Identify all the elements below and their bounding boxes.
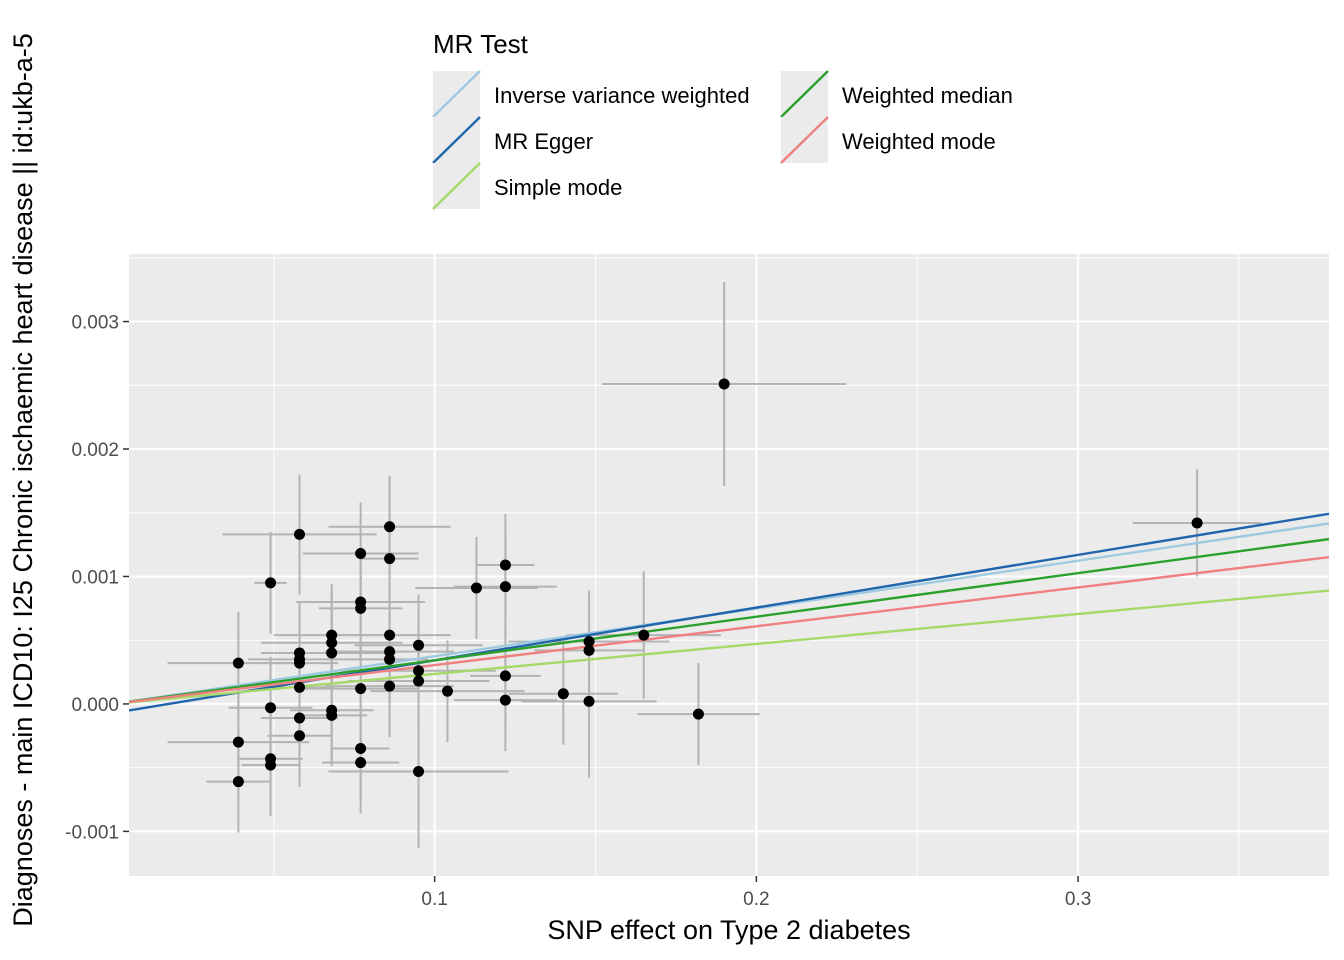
data-point: [413, 665, 425, 677]
y-tick-label: -0.001: [65, 822, 119, 843]
regression-line-weighted-mode: [129, 555, 1329, 704]
data-point: [718, 378, 730, 390]
data-point: [265, 577, 277, 589]
data-point: [499, 581, 511, 593]
x-axis-ticks: 0.1 0.2 0.3: [421, 876, 1091, 910]
x-tick-label: 0.3: [1065, 889, 1091, 910]
y-tick-label: 0.001: [71, 567, 119, 588]
legend-label-simple-mode: Simple mode: [494, 175, 622, 200]
legend-title: MR Test: [433, 29, 529, 59]
data-point: [355, 602, 367, 614]
data-point: [583, 635, 595, 647]
data-point: [294, 528, 306, 540]
data-point: [355, 683, 367, 695]
x-tick-label: 0.2: [743, 889, 769, 910]
regression-line-weighted-median: [129, 537, 1329, 703]
y-tick-label: 0.000: [71, 695, 119, 716]
data-point: [384, 629, 396, 641]
y-tick-label: 0.002: [71, 440, 119, 461]
data-point: [1191, 517, 1203, 529]
data-point: [326, 647, 338, 659]
data-point: [232, 657, 244, 669]
legend-label-ivw: Inverse variance weighted: [494, 83, 750, 108]
data-point: [326, 637, 338, 649]
legend-key-weighted-mode-line: [780, 116, 829, 164]
legend-key-simple-mode-line: [432, 162, 481, 210]
grid-major: [129, 254, 1329, 876]
data-point: [499, 670, 511, 682]
data-point: [470, 582, 482, 594]
data-point: [413, 639, 425, 651]
data-point: [326, 709, 338, 721]
data-point: [557, 688, 569, 700]
data-point: [384, 653, 396, 665]
data-point: [583, 644, 595, 656]
data-point: [294, 712, 306, 724]
data-point: [265, 759, 277, 771]
data-point: [384, 646, 396, 658]
data-point: [265, 702, 277, 714]
legend-key-weighted-median-line: [780, 70, 829, 118]
data-point: [232, 736, 244, 748]
grid-minor: [129, 254, 1329, 876]
data-point: [413, 675, 425, 687]
data-point: [355, 757, 367, 769]
data-point: [413, 765, 425, 777]
data-point: [294, 681, 306, 693]
x-axis-title: SNP effect on Type 2 diabetes: [547, 915, 910, 945]
data-point: [384, 553, 396, 565]
data-point: [583, 695, 595, 707]
plot-panel: [129, 254, 1329, 876]
data-point: [692, 708, 704, 720]
legend-label-egger: MR Egger: [494, 129, 593, 154]
y-tick-label: 0.003: [71, 313, 119, 334]
legend-key-egger-line: [432, 116, 481, 164]
data-point: [384, 680, 396, 692]
data-points: [232, 378, 1203, 788]
plot-content: [129, 282, 1329, 848]
data-point: [384, 521, 396, 533]
data-point: [294, 730, 306, 742]
legend-key-ivw-line: [432, 70, 481, 118]
y-axis-title: Diagnoses - main ICD10: I25 Chronic isch…: [8, 33, 38, 926]
data-point: [499, 694, 511, 706]
legend: MR Test Inverse variance weighted MR Egg…: [432, 29, 1013, 210]
data-point: [294, 657, 306, 669]
data-point: [232, 776, 244, 788]
data-point: [355, 743, 367, 755]
data-point: [441, 685, 453, 697]
regression-lines: [129, 512, 1329, 712]
regression-line-simple-mode: [129, 589, 1329, 704]
data-point: [499, 559, 511, 571]
data-point: [326, 629, 338, 641]
legend-label-weighted-median: Weighted median: [842, 83, 1013, 108]
y-axis-ticks: -0.001 0.000 0.001 0.002 0.003: [65, 313, 129, 843]
x-tick-label: 0.1: [421, 889, 447, 910]
legend-label-weighted-mode: Weighted mode: [842, 129, 996, 154]
data-point: [638, 629, 650, 641]
data-point: [355, 548, 367, 560]
